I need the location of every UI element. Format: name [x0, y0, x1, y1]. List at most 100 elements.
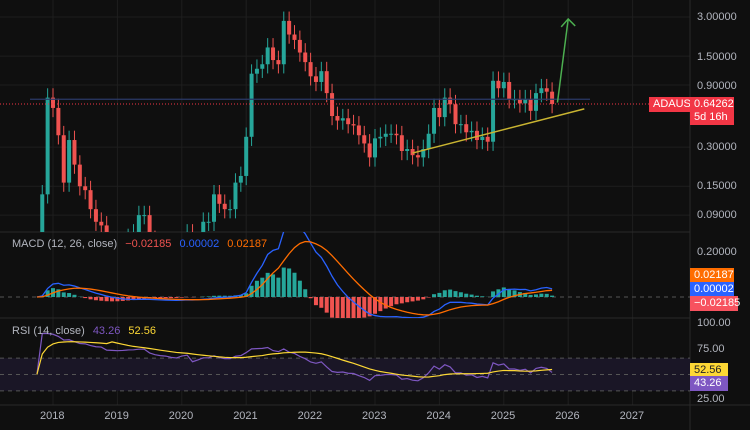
rsi-axis-label: 25.00 — [697, 393, 725, 405]
candle — [528, 99, 533, 111]
candle — [410, 149, 415, 156]
candle — [238, 175, 243, 183]
candle — [206, 221, 211, 223]
macd-histogram-bar — [179, 297, 184, 298]
candle — [485, 136, 490, 142]
macd-tag: 0.00002 — [690, 282, 734, 297]
macd-histogram-bar — [491, 291, 496, 297]
signal-line — [36, 240, 553, 316]
candle — [517, 99, 522, 104]
macd-histogram-bar — [174, 297, 179, 298]
candle — [104, 225, 109, 232]
candle — [77, 164, 82, 187]
candle — [362, 135, 367, 144]
macd-axis-label: 0.20000 — [697, 246, 737, 258]
macd-histogram-bar — [319, 297, 324, 308]
macd-histogram-bar — [217, 295, 222, 297]
candle — [421, 149, 426, 158]
candle — [523, 99, 528, 104]
macd-histogram-bar — [93, 297, 98, 301]
candle — [335, 116, 340, 121]
macd-histogram-bar — [115, 297, 120, 302]
macd-title: MACD (12, 26, close) — [12, 238, 118, 250]
macd-hist-value: −0.02185 — [125, 238, 172, 250]
macd-histogram-bar — [158, 297, 163, 299]
candle — [383, 133, 388, 137]
macd-histogram-bar — [356, 297, 361, 318]
candle — [303, 52, 308, 63]
macd-histogram-bar — [88, 297, 93, 300]
time-axis-label: 2024 — [426, 410, 451, 422]
time-axis-label: 2027 — [619, 410, 645, 422]
candle — [351, 124, 356, 126]
candle — [405, 149, 410, 151]
macd-histogram-bar — [458, 292, 463, 297]
candle — [437, 107, 442, 118]
symbol-tag: ADAUSD — [649, 97, 703, 112]
price-axis-label: 0.30000 — [697, 141, 737, 153]
macd-histogram-bar — [136, 297, 141, 300]
price-axis-label: 0.90000 — [697, 80, 737, 92]
candle — [287, 20, 292, 35]
candle — [507, 81, 512, 100]
macd-histogram-bar — [99, 297, 104, 301]
candle — [88, 190, 93, 210]
candle — [254, 68, 259, 74]
macd-histogram-bar — [292, 272, 297, 297]
macd-histogram-bar — [523, 292, 528, 297]
macd-histogram-bar — [303, 289, 308, 297]
macd-histogram-bar — [287, 268, 292, 297]
candle — [72, 140, 77, 165]
macd-histogram-bar — [67, 293, 72, 297]
candle — [313, 76, 318, 82]
candle — [67, 140, 72, 183]
candle — [158, 252, 162, 258]
candle — [222, 203, 227, 210]
macd-histogram-bar — [394, 297, 399, 305]
macd-histogram-bar — [373, 297, 377, 314]
time-axis-label: 2021 — [233, 410, 258, 422]
bar-countdown: 5d 16h — [694, 111, 728, 123]
candle — [453, 104, 458, 125]
candle — [340, 118, 345, 121]
macd-histogram-bar — [544, 293, 549, 297]
macd-histogram-bar — [507, 289, 512, 297]
macd-histogram-bar — [324, 297, 329, 313]
rsi-pane — [36, 332, 553, 382]
candle — [448, 97, 453, 105]
rsi-axis-label: 100.00 — [697, 317, 731, 329]
time-axis-label: 2026 — [555, 410, 580, 422]
candle — [121, 253, 125, 261]
macd-histogram-bar — [378, 297, 383, 312]
rsi-axis-label: 75.00 — [697, 343, 725, 355]
candle — [110, 256, 114, 259]
candle — [378, 136, 383, 139]
candle — [534, 93, 538, 111]
candle — [147, 215, 152, 232]
macd-histogram-bar — [265, 272, 270, 297]
macd-histogram-bar — [308, 297, 313, 299]
projection-arrow — [556, 18, 569, 103]
macd-histogram-bar — [399, 297, 404, 304]
price-pane — [40, 11, 555, 261]
macd-histogram-bar — [550, 295, 555, 297]
candle — [539, 88, 544, 94]
candle — [56, 107, 61, 136]
candle — [330, 93, 335, 117]
macd-histogram-bar — [442, 290, 447, 297]
macd-histogram-bar — [426, 297, 431, 298]
candle — [45, 97, 50, 195]
rsi-ma-tag: 52.56 — [690, 363, 728, 378]
candle — [346, 118, 351, 125]
macd-histogram-bar — [276, 277, 281, 297]
macd-histogram-bar — [330, 297, 335, 318]
macd-histogram-bar — [534, 294, 538, 297]
candle — [389, 133, 394, 135]
rsi-ma-value: 52.56 — [128, 325, 156, 337]
candle — [136, 215, 141, 232]
macd-histogram-bar — [512, 290, 517, 297]
price-axis-label: 1.50000 — [697, 51, 737, 63]
candle — [40, 194, 45, 232]
candle — [426, 133, 431, 150]
